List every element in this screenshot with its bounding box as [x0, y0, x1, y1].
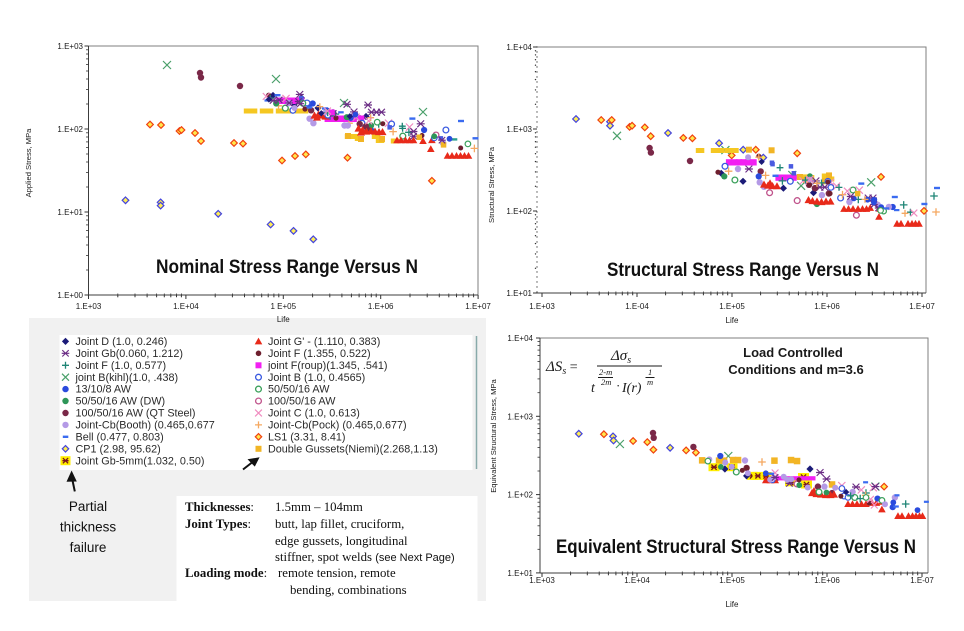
svg-text:Δσs: Δσs: [610, 348, 631, 366]
svg-text:100/50/16 AW: 100/50/16 AW: [268, 396, 336, 408]
svg-text:2-m: 2-m: [599, 367, 612, 377]
svg-text:Life: Life: [726, 316, 739, 325]
svg-text:edge gussets, longitudinal: edge gussets, longitudinal: [275, 534, 408, 548]
svg-text:1.E+03: 1.E+03: [76, 302, 102, 311]
svg-text:1.E+05: 1.E+05: [719, 302, 745, 311]
svg-text:thickness: thickness: [60, 520, 117, 535]
svg-text:1.E+06: 1.E+06: [814, 302, 840, 311]
svg-text:1.E+07: 1.E+07: [465, 302, 491, 311]
svg-text:Joint F (1.355, 0.522): Joint F (1.355, 0.522): [268, 348, 371, 360]
svg-text:Joint G' - (1.110, 0.383): Joint G' - (1.110, 0.383): [268, 336, 380, 348]
svg-text:Nominal Stress Range Versus N: Nominal Stress Range Versus N: [156, 256, 418, 278]
svg-text:Joint-Cb(Booth) (0.465,0.677: Joint-Cb(Booth) (0.465,0.677: [76, 420, 215, 432]
svg-text:1.E+04: 1.E+04: [624, 576, 650, 585]
svg-text:Joint-Cb(Pock) (0.465,0.677): Joint-Cb(Pock) (0.465,0.677): [268, 420, 407, 432]
svg-text:Double Gussets(Niemi)(2.268,1.: Double Gussets(Niemi)(2.268,1.13): [268, 443, 438, 455]
svg-text:Joint F (1.0, 0.577): Joint F (1.0, 0.577): [76, 360, 167, 372]
svg-text:stiffner, spot welds (see Next: stiffner, spot welds (see Next Page): [275, 550, 455, 564]
svg-text:1.E+03: 1.E+03: [529, 302, 555, 311]
svg-text:remote tension, remote: remote tension, remote: [278, 566, 396, 580]
svg-text:1.E+03: 1.E+03: [507, 412, 533, 421]
svg-text:butt, lap fillet, cruciform,: butt, lap fillet, cruciform,: [275, 517, 404, 531]
svg-text:Life: Life: [277, 315, 290, 324]
svg-text:Joint Gb(0.060, 1.212): Joint Gb(0.060, 1.212): [76, 348, 183, 360]
svg-text:2m: 2m: [601, 377, 611, 387]
svg-text:50/50/16 AW (DW): 50/50/16 AW (DW): [76, 396, 166, 408]
svg-text:Joint Types:: Joint Types:: [185, 517, 251, 531]
svg-text:1.E+06: 1.E+06: [368, 302, 394, 311]
svg-text:13/10/8 AW: 13/10/8 AW: [76, 384, 132, 396]
svg-text:1.E+05: 1.E+05: [719, 576, 745, 585]
svg-text:joint F(roup)(1.345, .541): joint F(roup)(1.345, .541): [267, 360, 387, 372]
svg-text:1.E+07: 1.E+07: [909, 302, 935, 311]
svg-text:Applied Stress, MPa: Applied Stress, MPa: [24, 128, 33, 198]
svg-text:CP1 (2.98, 95.62): CP1 (2.98, 95.62): [76, 443, 161, 455]
svg-text:1.E+04: 1.E+04: [173, 302, 199, 311]
svg-text:1.E-04: 1.E-04: [625, 302, 649, 311]
svg-text:1.E+02: 1.E+02: [507, 491, 533, 500]
svg-text:1.E-07: 1.E-07: [910, 576, 934, 585]
svg-text:Joint C (1.0, 0.613): Joint C (1.0, 0.613): [268, 408, 360, 420]
svg-text:Partial: Partial: [69, 499, 107, 514]
svg-text:Thicknesses:: Thicknesses:: [185, 500, 254, 514]
svg-text:Conditions and m=3.6: Conditions and m=3.6: [728, 362, 863, 377]
svg-text:1.E+02: 1.E+02: [57, 125, 83, 134]
svg-text:1.E+06: 1.E+06: [814, 576, 840, 585]
svg-text:1.E+04: 1.E+04: [507, 334, 533, 343]
svg-text:1: 1: [648, 367, 652, 377]
svg-text:Life: Life: [726, 600, 739, 609]
svg-text:Joint B (1.0, 0.4565): Joint B (1.0, 0.4565): [268, 372, 365, 384]
svg-text:Load Controlled: Load Controlled: [743, 345, 843, 360]
svg-text:failure: failure: [70, 540, 107, 555]
svg-text:Structural Stress Range Versus: Structural Stress Range Versus N: [607, 259, 879, 281]
svg-text:1.E+01: 1.E+01: [57, 208, 83, 217]
svg-text:I(r): I(r): [621, 381, 642, 396]
svg-text:Bell (0.477, 0.803): Bell (0.477, 0.803): [76, 431, 164, 443]
svg-text:t: t: [591, 381, 596, 396]
svg-text:1.E+03: 1.E+03: [529, 576, 555, 585]
svg-text:1 E+05: 1 E+05: [271, 302, 297, 311]
svg-text:Loading mode:: Loading mode:: [185, 566, 267, 580]
svg-text:ΔSs =: ΔSs =: [545, 359, 578, 377]
svg-text:Structural Stress, MPa: Structural Stress, MPa: [487, 146, 496, 223]
svg-text:1.E+01: 1.E+01: [507, 569, 533, 578]
svg-text:LS1 (3.31, 8.41): LS1 (3.31, 8.41): [268, 431, 345, 443]
svg-text:m: m: [647, 377, 653, 387]
svg-text:·: ·: [616, 378, 620, 393]
svg-text:bending, combinations: bending, combinations: [290, 583, 407, 597]
svg-text:Equivalent Structural Stress,: Equivalent Structural Stress, MPa: [489, 378, 498, 492]
svg-text:Joint Gb-5mm(1.032, 0.50): Joint Gb-5mm(1.032, 0.50): [76, 455, 205, 467]
svg-text:50/50/16 AW: 50/50/16 AW: [268, 384, 330, 396]
svg-text:100/50/16 AW (QT Steel): 100/50/16 AW (QT Steel): [76, 408, 196, 420]
svg-text:Joint D (1.0, 0.246): Joint D (1.0, 0.246): [76, 336, 168, 348]
svg-text:1.E+01: 1.E+01: [506, 289, 532, 298]
svg-text:1.E+03: 1.E+03: [57, 42, 83, 51]
svg-text:1.E+00: 1.E+00: [57, 291, 83, 300]
svg-text:joint B(kihl)(1.0, .438): joint B(kihl)(1.0, .438): [75, 372, 179, 384]
svg-text:Equivalent Structural Stress R: Equivalent Structural Stress Range Versu…: [556, 536, 916, 558]
svg-text:1.E+02: 1.E+02: [506, 207, 532, 216]
svg-text:1.E+04: 1.E+04: [506, 43, 532, 52]
svg-text:1.5mm – 104mm: 1.5mm – 104mm: [275, 500, 363, 514]
svg-text:1.E+03: 1.E+03: [506, 125, 532, 134]
